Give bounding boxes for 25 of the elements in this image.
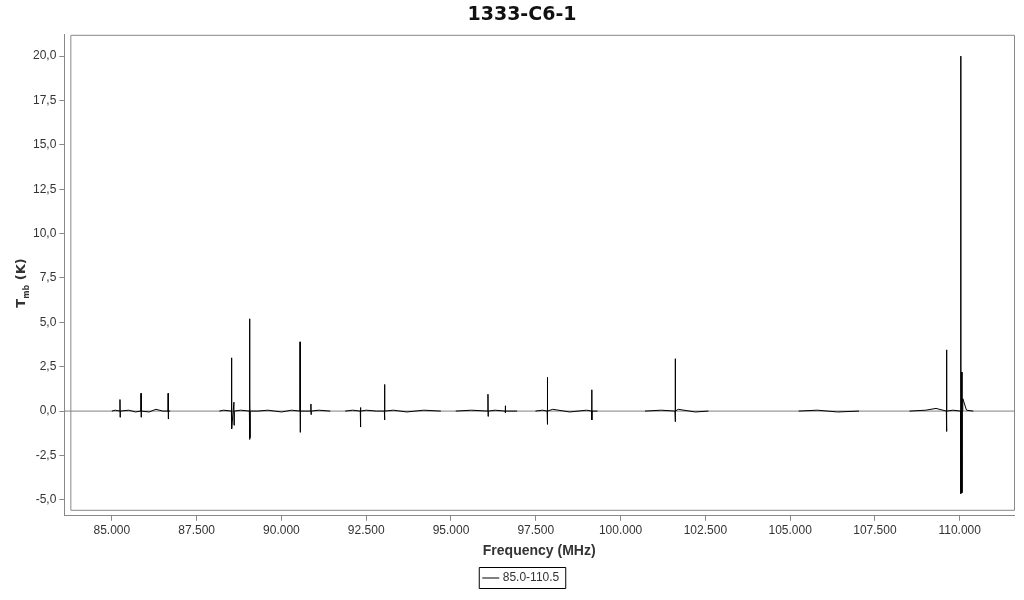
x-tick-label: 87.500 [178, 523, 216, 538]
y-tick-label: 5,0 [39, 314, 57, 329]
y-tick-label: -5,0 [35, 492, 57, 507]
x-tick-label: 90.000 [263, 523, 301, 538]
x-tick-label: 110.000 [938, 523, 982, 538]
x-axis-title: Frequency (MHz) [482, 542, 596, 559]
x-tick-label: 95.000 [432, 523, 470, 538]
x-tick-label: 107.500 [853, 523, 897, 538]
y-tick-label: 0,0 [39, 403, 57, 418]
x-tick-label: 100.000 [598, 523, 643, 538]
x-tick-label: 105.000 [768, 523, 813, 538]
y-tick-label: 15,0 [33, 137, 57, 152]
y-tick-label: 2,5 [39, 359, 57, 374]
y-tick-label: 12,5 [33, 181, 57, 196]
y-tick-label: -2,5 [35, 447, 57, 462]
y-tick-label: 10,0 [33, 225, 57, 240]
x-tick-label: 92.500 [347, 523, 385, 538]
y-tick-label: 7,5 [39, 270, 57, 285]
chart-title: 1333-C6-1 [467, 2, 577, 25]
x-tick-label: 102.500 [683, 523, 728, 538]
x-tick-label: 85.000 [93, 523, 131, 538]
y-tick-label: 17,5 [33, 92, 57, 107]
y-tick-label: 20,0 [33, 48, 57, 63]
legend-label: 85.0-110.5 [502, 570, 560, 585]
x-tick-label: 97.500 [517, 523, 555, 538]
